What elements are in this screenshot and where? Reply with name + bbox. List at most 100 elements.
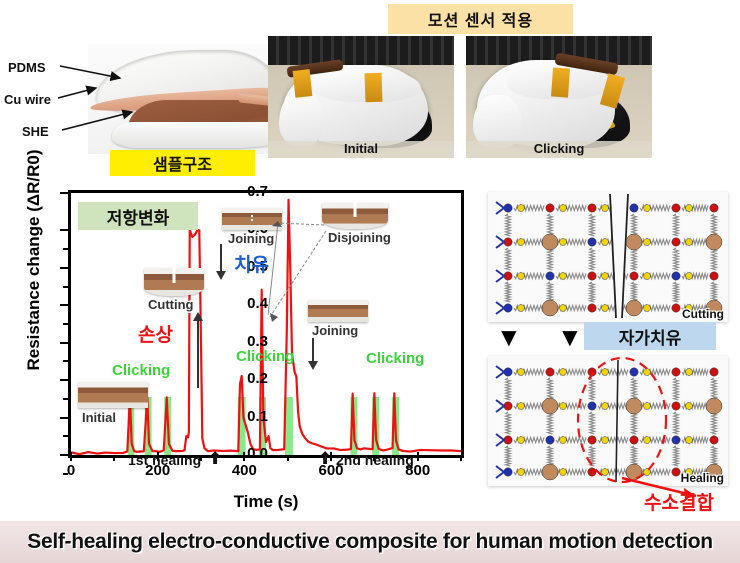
x-axis-tick-label: 600: [318, 462, 344, 479]
sulfur-node: [517, 368, 525, 376]
y-axis-minor-tick: [63, 397, 68, 400]
sample-structure-caption: 샘플구조: [110, 150, 255, 176]
sulfur-node: [601, 436, 609, 444]
x-axis-tick-mark: [156, 452, 159, 461]
sulfur-node: [685, 204, 693, 212]
functional-group: [495, 399, 506, 413]
functional-group: [495, 433, 506, 447]
polymer-chain: [671, 411, 681, 435]
substrate-shape: [112, 122, 282, 148]
crosslink-node: [671, 467, 681, 477]
thumb: [473, 94, 522, 149]
crosslink-node: [671, 435, 681, 445]
x-axis-tick-mark: [330, 452, 332, 461]
x-axis-tick-label: 800: [405, 462, 431, 479]
sulfur-node: [559, 468, 567, 476]
polymer-chain: [629, 213, 639, 237]
label-she: SHE: [22, 124, 49, 139]
clicking-label-3: Clicking: [366, 350, 425, 367]
y-axis-tick-mark: [60, 304, 68, 307]
polymer-chain: [681, 271, 709, 281]
sulfur-node: [517, 272, 525, 280]
crosslink-node: [671, 271, 681, 281]
sulfur-node: [559, 204, 567, 212]
x-axis-tick-mark: [243, 452, 246, 461]
healing-network-svg: [495, 359, 723, 483]
polymer-chain: [545, 411, 555, 435]
polymer-chain: [587, 247, 597, 271]
label-cu-wire: Cu wire: [4, 92, 51, 107]
polymer-chain: [503, 377, 513, 401]
sulfur-node: [517, 468, 525, 476]
chart-y-axis-label: Resistance change (ΔR/R0): [24, 149, 43, 371]
metal-ion-node: [541, 233, 559, 251]
caption-background: [268, 141, 454, 158]
polymer-chain: [629, 411, 639, 435]
initial-state-swatch: [78, 382, 148, 408]
functional-group: [495, 365, 506, 379]
photo-caption: Clicking: [533, 141, 585, 156]
metal-ion-node: [625, 299, 643, 317]
polymer-chain: [545, 247, 555, 271]
crosslink-node: [629, 271, 639, 281]
joining-arrow-down: [308, 338, 318, 370]
y-axis-tick-label: 0.4: [247, 295, 268, 313]
chip-joining-2: Joining: [312, 323, 359, 338]
cut-gap: [611, 194, 629, 318]
sulfur-node: [643, 436, 651, 444]
polymer-chain: [503, 445, 513, 467]
damage-label-ko: 손상: [138, 325, 173, 346]
x-axis-tick-label: 0: [66, 462, 76, 479]
clicking-band: [285, 396, 293, 455]
sulfur-node: [601, 272, 609, 280]
chart-plot-area: [68, 190, 464, 458]
metal-ion-node: [541, 397, 559, 415]
chip-disjoining: Disjoining: [328, 230, 391, 245]
crosslink-node: [671, 367, 681, 377]
signal-trace: [71, 198, 461, 455]
sulfur-node: [601, 468, 609, 476]
resistance-signal-plot: [71, 198, 461, 455]
sulfur-node: [601, 238, 609, 246]
sulfur-node: [517, 304, 525, 312]
crosslink-node: [587, 271, 597, 281]
crosslink-node: [709, 271, 719, 281]
crosslink-node: [545, 203, 555, 213]
polymer-chain: [681, 303, 709, 313]
polymer-chain: [681, 237, 709, 247]
y-axis-tick-mark: [60, 341, 68, 344]
crosslink-node: [629, 435, 639, 445]
x-axis-tick-mark: [416, 452, 419, 461]
polymer-chain: [587, 213, 597, 237]
chart-title-chip: 저항변화: [78, 202, 198, 230]
photo-initial: Initial: [268, 36, 454, 158]
y-axis-minor-tick: [63, 435, 68, 438]
polymer-chain: [503, 281, 513, 303]
second-healing-arrow: ⬆: [318, 449, 333, 468]
y-axis-tick-label: 0.3: [247, 332, 268, 350]
crosslink-node: [587, 435, 597, 445]
polymer-chain: [681, 401, 709, 411]
sulfur-node: [601, 304, 609, 312]
sulfur-node: [643, 368, 651, 376]
cutting-caption: Cutting: [682, 307, 724, 321]
healing-arrow-down: [216, 244, 226, 280]
tape-strip-1: [292, 69, 313, 98]
functional-group: [495, 235, 506, 249]
metal-ion-node: [625, 463, 643, 481]
y-axis-tick-mark: [60, 454, 68, 456]
sulfur-node: [559, 238, 567, 246]
sulfur-node: [685, 368, 693, 376]
metal-ion-node: [625, 233, 643, 251]
cutting-state-swatch: [144, 268, 204, 296]
crosslink-node: [545, 435, 555, 445]
crosslink-node: [671, 303, 681, 313]
metal-ion-node: [541, 299, 559, 317]
thumb: [279, 92, 324, 146]
sulfur-node: [643, 304, 651, 312]
sulfur-node: [517, 402, 525, 410]
polymer-chain: [545, 377, 555, 401]
metal-ion-node: [705, 397, 723, 415]
y-axis-tick-mark: [60, 192, 68, 194]
crosslink-node: [545, 367, 555, 377]
